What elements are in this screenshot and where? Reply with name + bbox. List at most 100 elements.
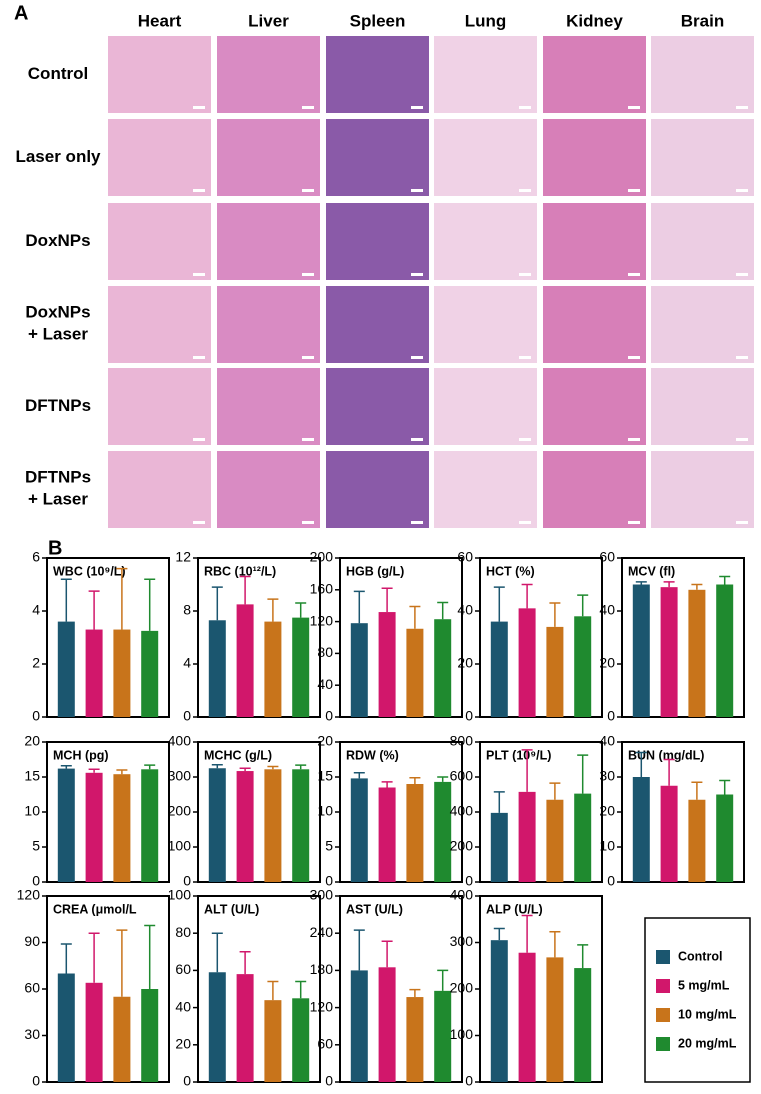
bar xyxy=(574,968,592,1082)
y-tick-label: 10 xyxy=(24,803,40,819)
bar xyxy=(574,616,592,717)
y-tick-label: 6 xyxy=(32,549,40,565)
y-tick-label: 400 xyxy=(450,803,474,819)
scale-bar xyxy=(411,356,423,359)
scale-bar xyxy=(411,438,423,441)
column-header: Liver xyxy=(248,11,289,30)
error-bar xyxy=(663,758,675,786)
bar xyxy=(688,589,706,717)
bar xyxy=(518,791,536,882)
histology-image xyxy=(217,368,320,445)
scale-bar xyxy=(302,106,314,109)
scale-bar xyxy=(302,438,314,441)
error-bar xyxy=(88,768,100,773)
y-tick-label: 0 xyxy=(325,708,333,724)
y-tick-label: 240 xyxy=(310,924,334,940)
histology-image xyxy=(326,203,429,280)
scale-bar xyxy=(628,521,640,524)
scale-bar xyxy=(193,189,205,192)
scale-bar xyxy=(628,356,640,359)
bar xyxy=(292,769,310,882)
bar xyxy=(406,784,424,882)
error-bar xyxy=(409,776,421,784)
histology-image xyxy=(434,451,537,528)
error-bar xyxy=(295,980,307,999)
scale-bar xyxy=(519,438,531,441)
chart-title: HGB (g/L) xyxy=(346,564,404,578)
error-bar xyxy=(116,929,128,997)
y-tick-label: 4 xyxy=(183,655,191,671)
histology-image xyxy=(217,451,320,528)
bar xyxy=(113,774,131,882)
error-bar xyxy=(635,751,647,777)
error-bar xyxy=(549,602,561,627)
bar xyxy=(574,793,592,882)
scale-bar xyxy=(736,521,748,524)
bar xyxy=(57,973,75,1082)
chart-title: WBC (10⁹/L) xyxy=(53,564,126,578)
error-bar xyxy=(295,602,307,618)
legend-label: 5 mg/mL xyxy=(678,978,730,992)
y-tick-label: 600 xyxy=(450,768,474,784)
y-tick-label: 40 xyxy=(599,733,615,749)
scale-bar xyxy=(736,106,748,109)
error-bar xyxy=(144,764,156,770)
error-bar xyxy=(381,781,393,788)
error-bar xyxy=(549,782,561,800)
chart-title: CREA (μmol/L xyxy=(53,902,137,916)
y-tick-label: 10 xyxy=(317,803,333,819)
bar xyxy=(264,1000,282,1082)
histology-image xyxy=(217,36,320,113)
error-bar xyxy=(239,951,251,975)
error-bar xyxy=(116,769,128,775)
error-bar xyxy=(719,575,731,585)
scale-bar xyxy=(628,106,640,109)
y-tick-label: 30 xyxy=(24,1026,40,1042)
y-tick-label: 12 xyxy=(175,549,191,565)
chart-title: MCV (fl) xyxy=(628,564,675,578)
histology-image xyxy=(651,203,754,280)
plot-frame xyxy=(339,895,463,1083)
histology-image xyxy=(326,286,429,363)
y-tick-label: 80 xyxy=(317,644,333,660)
y-tick-label: 90 xyxy=(24,933,40,949)
error-bar xyxy=(635,581,647,585)
chart-title: MCH (pg) xyxy=(53,748,109,762)
y-tick-label: 40 xyxy=(175,998,191,1014)
histology-image xyxy=(217,286,320,363)
y-tick-label: 100 xyxy=(168,838,192,854)
bar xyxy=(688,799,706,882)
y-tick-label: 0 xyxy=(32,873,40,889)
legend-frame xyxy=(644,917,751,1083)
scale-bar xyxy=(519,189,531,192)
scale-bar xyxy=(302,521,314,524)
bar xyxy=(378,967,396,1082)
plot-frame xyxy=(479,557,603,718)
histology-image xyxy=(326,119,429,196)
y-tick-label: 400 xyxy=(450,887,474,903)
y-tick-label: 15 xyxy=(317,768,333,784)
error-bar xyxy=(521,914,533,953)
y-tick-label: 200 xyxy=(168,803,192,819)
histology-image xyxy=(651,36,754,113)
scale-bar xyxy=(411,106,423,109)
histology-image xyxy=(217,203,320,280)
legend-label: 20 mg/mL xyxy=(678,1036,737,1050)
y-tick-label: 120 xyxy=(310,612,334,628)
error-bar xyxy=(353,929,365,971)
column-header: Spleen xyxy=(350,11,406,30)
chart-title: PLT (10⁹/L) xyxy=(486,748,551,762)
y-tick-label: 60 xyxy=(24,980,40,996)
error-bar xyxy=(211,932,223,973)
bar xyxy=(57,768,75,882)
histology-image xyxy=(108,203,211,280)
bar xyxy=(518,952,536,1082)
y-tick-label: 5 xyxy=(325,838,333,854)
histology-image xyxy=(434,368,537,445)
y-tick-label: 20 xyxy=(599,655,615,671)
scale-bar xyxy=(736,438,748,441)
bar xyxy=(546,626,564,717)
scale-bar xyxy=(411,521,423,524)
error-bar xyxy=(353,590,365,624)
error-bar xyxy=(239,575,251,605)
